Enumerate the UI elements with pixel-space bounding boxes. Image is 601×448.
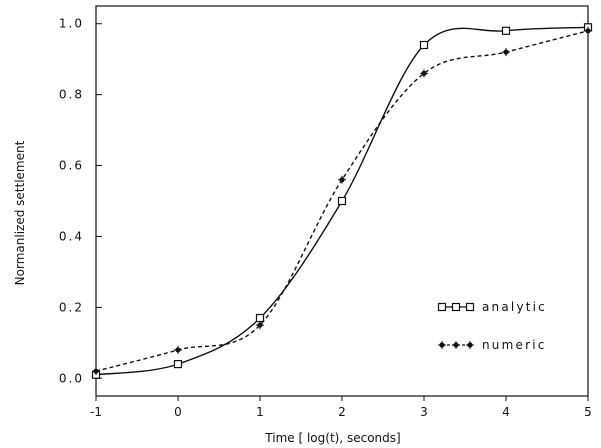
legend: analytic numeric (437, 300, 547, 352)
x-tick-label: 2 (338, 405, 346, 419)
legend-label-numeric: numeric (482, 338, 547, 352)
legend-marker-numeric (438, 341, 446, 349)
x-tick-label: 0 (174, 405, 182, 419)
data-point-numeric (502, 48, 510, 57)
y-axis-title: Normanlized settlement (13, 140, 27, 285)
legend-item-numeric: numeric (438, 338, 547, 352)
data-point-analytic (337, 196, 347, 206)
legend-marker-numeric (452, 341, 460, 349)
data-point-analytic (255, 313, 265, 323)
y-tick-label: 1.0 (59, 17, 84, 31)
y-tick-label: 0.8 (59, 88, 84, 102)
data-point-analytic (501, 26, 511, 35)
series (91, 23, 593, 379)
x-axis-title: Time [ log(t), seconds] (264, 431, 400, 445)
data-point-analytic (419, 40, 429, 50)
x-tick-label: 3 (420, 405, 428, 419)
data-point-numeric (256, 321, 264, 330)
y-tick-label: 0.4 (59, 229, 84, 243)
x-axis-ticks: -1 0 1 2 3 4 5 (90, 396, 592, 419)
x-tick-label: -1 (90, 405, 102, 419)
data-point-numeric (174, 345, 182, 354)
x-tick-label: 5 (584, 405, 592, 419)
legend-item-analytic: analytic (437, 300, 547, 314)
data-point-numeric (584, 26, 592, 35)
legend-marker-numeric (466, 341, 474, 349)
legend-marker-analytic (451, 302, 461, 312)
y-axis-ticks: 0.0 0.2 0.4 0.6 0.8 1.0 (59, 17, 102, 385)
y-tick-label: 0.6 (59, 159, 84, 173)
data-point-numeric (92, 367, 100, 376)
x-tick-label: 1 (256, 405, 264, 419)
data-point-numeric (420, 69, 428, 78)
data-point-numeric (338, 175, 346, 184)
legend-marker-analytic (437, 302, 447, 312)
legend-marker-analytic (465, 302, 475, 312)
data-point-analytic (173, 359, 183, 369)
y-tick-label: 0.0 (59, 371, 84, 385)
y-tick-label: 0.2 (59, 300, 84, 314)
legend-label-analytic: analytic (482, 300, 547, 314)
x-tick-label: 4 (502, 405, 510, 419)
